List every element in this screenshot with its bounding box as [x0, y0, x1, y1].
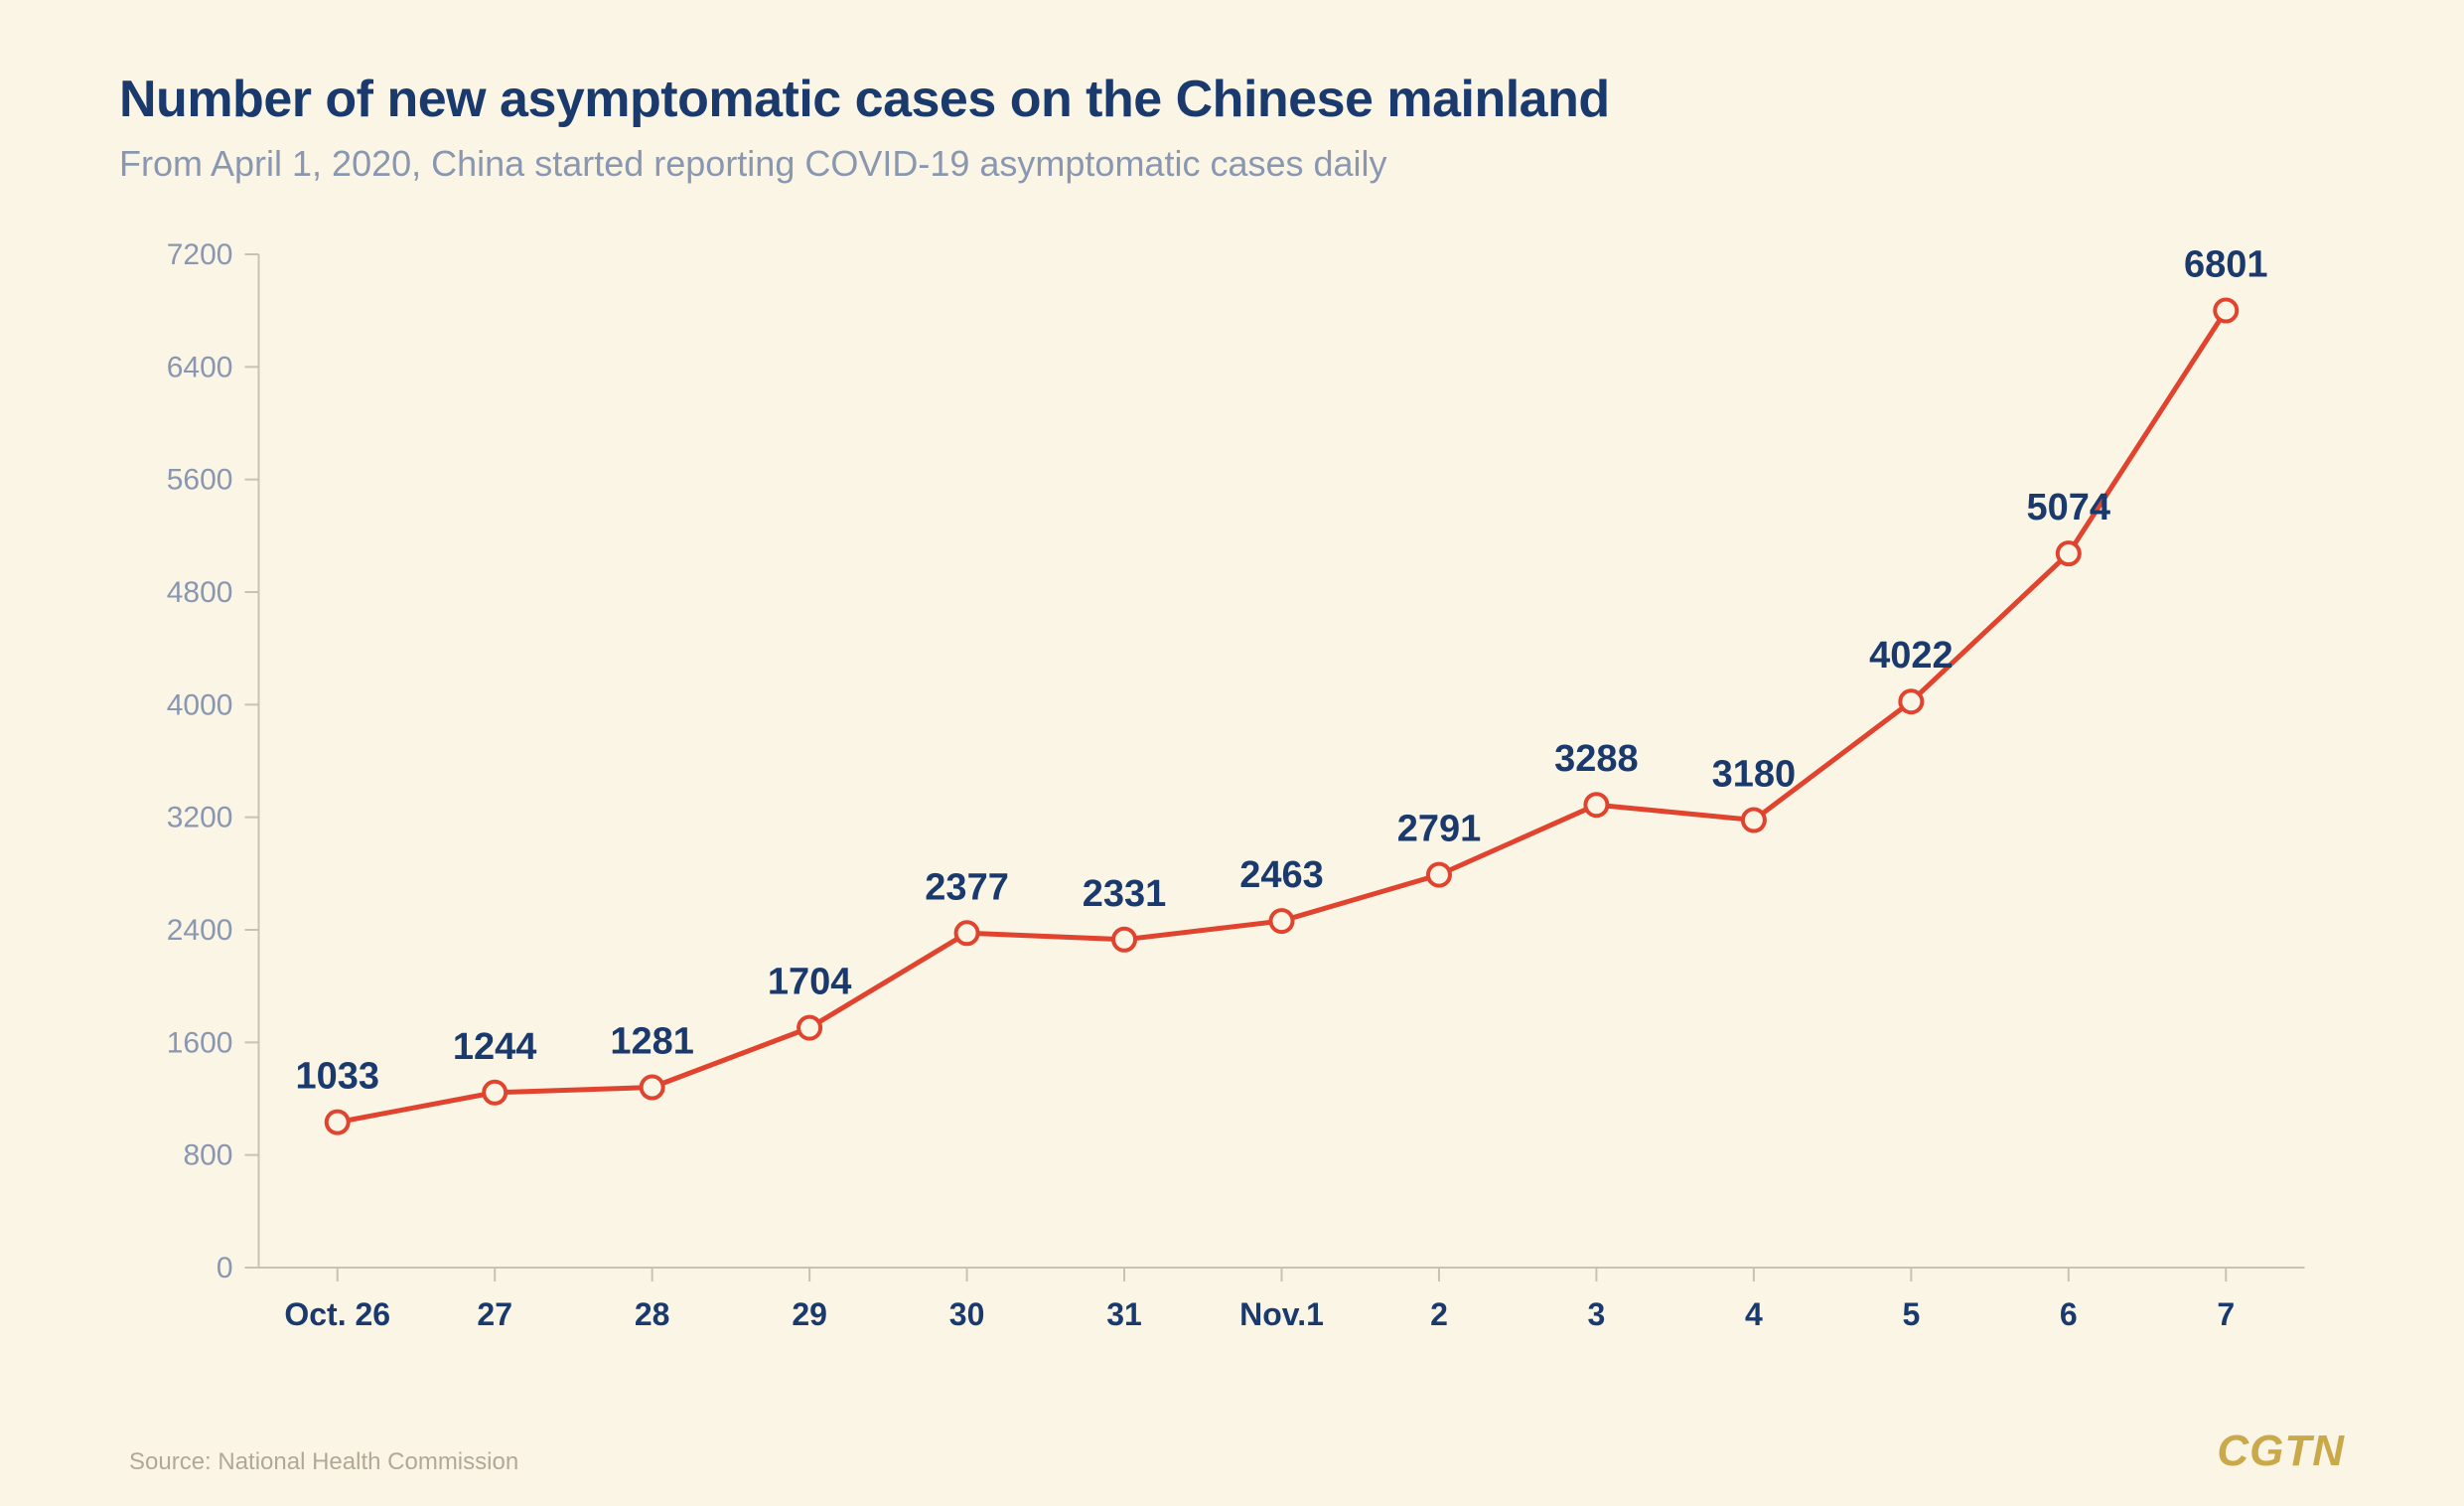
data-line [338, 311, 2227, 1123]
data-marker [642, 1077, 663, 1099]
y-tick-label: 7200 [167, 238, 233, 271]
data-label: 2463 [1239, 854, 1324, 896]
x-tick-label: 7 [2217, 1296, 2235, 1332]
data-marker [2215, 300, 2237, 322]
y-tick-label: 800 [183, 1139, 232, 1172]
data-marker [1428, 864, 1450, 886]
data-label: 6801 [2184, 244, 2268, 286]
chart-subtitle: From April 1, 2020, China started report… [119, 143, 2345, 185]
x-tick-label: 6 [2060, 1296, 2078, 1332]
x-tick-label: Nov.1 [1239, 1296, 1324, 1332]
chart-title: Number of new asymptomatic cases on the … [119, 70, 2345, 129]
data-label: 3180 [1712, 754, 1797, 796]
data-marker [1113, 929, 1135, 951]
y-tick-label: 2400 [167, 914, 233, 947]
chart-area: 0 800 1600 2400 3200 4000 4800 5600 6400 7200 Oct.… [119, 225, 2345, 1367]
y-tick-label: 6400 [167, 351, 233, 383]
x-tick-label: 5 [1902, 1296, 1920, 1332]
data-marker [484, 1082, 506, 1104]
data-marker [956, 922, 978, 944]
data-marker [1743, 810, 1765, 831]
source-text: Source: National Health Commission [129, 1448, 518, 1476]
data-marker [798, 1017, 820, 1039]
data-marker [2058, 542, 2080, 564]
data-marker [327, 1112, 349, 1133]
x-tick-label: 2 [1430, 1296, 1448, 1332]
data-label: 2331 [1083, 873, 1167, 915]
x-tick-label: 27 [477, 1296, 512, 1332]
data-label: 2377 [925, 866, 1009, 908]
data-label: 1704 [768, 962, 852, 1003]
data-label: 2791 [1397, 809, 1482, 850]
y-tick-label: 4000 [167, 688, 233, 721]
data-label: 5074 [2027, 487, 2111, 528]
x-tick-label: Oct. 26 [284, 1296, 390, 1332]
y-tick-label: 5600 [167, 464, 233, 497]
x-tick-label: 28 [635, 1296, 670, 1332]
data-marker [1585, 794, 1607, 816]
x-tick-label: 3 [1588, 1296, 1606, 1332]
line-chart-svg: 0 800 1600 2400 3200 4000 4800 5600 6400 7200 Oct.… [119, 225, 2345, 1367]
chart-container: Number of new asymptomatic cases on the … [0, 0, 2464, 1506]
data-marker [1900, 690, 1922, 712]
x-tick-label: 30 [949, 1296, 985, 1332]
brand-logo: CGTN [2217, 1427, 2345, 1476]
data-label: 1244 [453, 1026, 537, 1068]
x-tick-label: 29 [792, 1296, 827, 1332]
y-tick-label: 0 [217, 1252, 233, 1284]
data-label: 3288 [1554, 738, 1639, 780]
x-tick-label: 31 [1106, 1296, 1142, 1332]
data-label: 4022 [1869, 635, 1954, 677]
data-label: 1033 [295, 1056, 379, 1098]
y-tick-label: 1600 [167, 1026, 233, 1059]
y-tick-label: 3200 [167, 802, 233, 834]
x-tick-label: 4 [1745, 1296, 1763, 1332]
data-marker [1271, 910, 1293, 932]
data-label: 1281 [610, 1021, 694, 1063]
y-tick-label: 4800 [167, 576, 233, 609]
